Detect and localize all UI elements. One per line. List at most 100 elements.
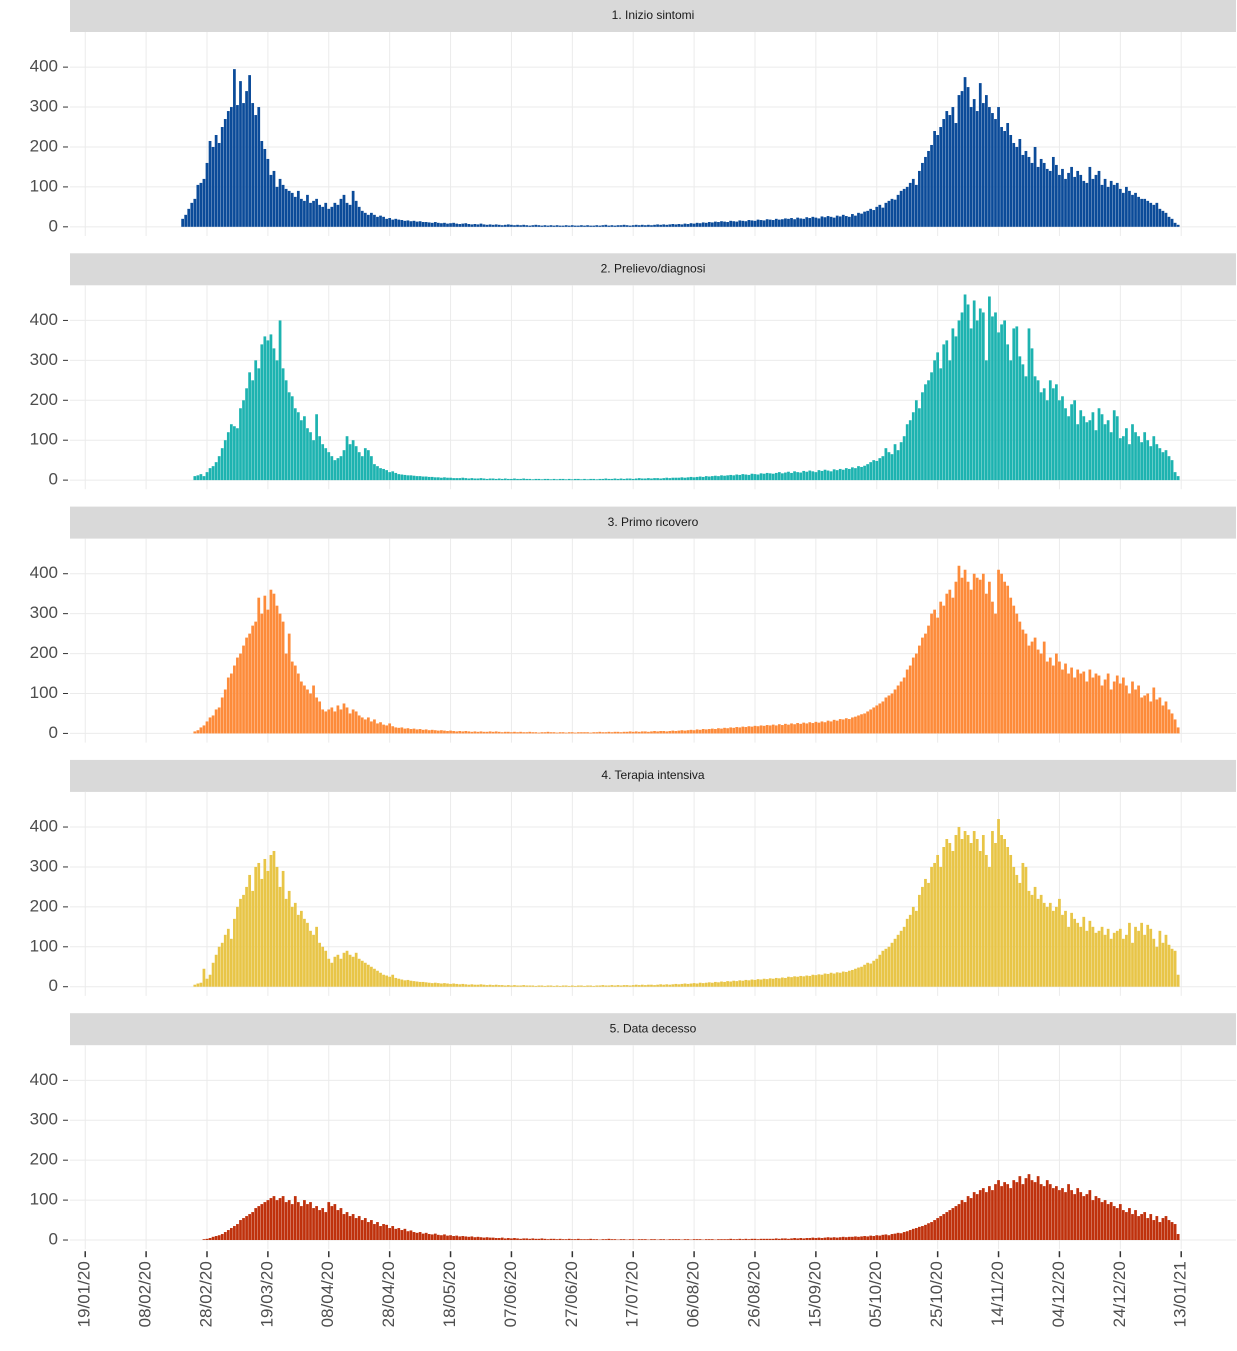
bar <box>202 725 206 734</box>
bar <box>446 731 449 734</box>
bar <box>324 202 328 227</box>
bar <box>650 984 653 987</box>
bar <box>644 478 647 481</box>
bar <box>710 982 714 987</box>
bar <box>494 1238 498 1241</box>
bar <box>945 111 949 227</box>
bar <box>790 1238 793 1241</box>
bar <box>199 474 203 481</box>
bar <box>738 1238 742 1241</box>
bar <box>1003 581 1006 734</box>
bar <box>1061 168 1064 227</box>
bar <box>707 222 711 227</box>
bar <box>914 910 918 987</box>
bar <box>674 477 678 481</box>
bar <box>796 217 799 227</box>
bar <box>281 621 285 734</box>
bar <box>796 1238 799 1241</box>
bar <box>686 983 690 987</box>
bar <box>954 123 958 227</box>
bar <box>607 731 611 734</box>
panel-title: 1. Inizio sintomi <box>612 8 695 22</box>
bar <box>659 731 662 734</box>
bar <box>978 83 982 227</box>
bar <box>802 470 806 481</box>
bar <box>1000 1186 1003 1241</box>
bar <box>692 477 696 481</box>
bar <box>275 1200 279 1241</box>
bar <box>391 219 395 227</box>
bar <box>1030 348 1034 481</box>
bar <box>275 186 279 227</box>
bar <box>309 930 312 987</box>
bar <box>561 985 565 987</box>
bar <box>473 731 477 734</box>
bar <box>823 1237 827 1241</box>
bar <box>881 207 885 227</box>
bar <box>573 985 577 987</box>
bar <box>668 731 672 734</box>
bar <box>312 685 315 734</box>
bar <box>890 1234 894 1241</box>
bar <box>984 854 988 987</box>
bar <box>838 216 842 227</box>
bar <box>318 436 322 481</box>
bar <box>765 472 769 481</box>
bar <box>476 984 480 987</box>
bar <box>567 478 571 481</box>
bar <box>1048 1184 1052 1241</box>
bar <box>589 225 592 227</box>
bar <box>510 732 513 734</box>
bar <box>1070 667 1073 734</box>
bar <box>619 225 623 227</box>
bar <box>266 158 270 227</box>
bar <box>988 866 991 987</box>
bar <box>290 906 294 987</box>
bar <box>290 396 294 481</box>
bar <box>580 985 583 987</box>
bar <box>287 633 291 734</box>
bar <box>1100 414 1104 481</box>
bar <box>942 846 946 987</box>
bar <box>220 127 224 227</box>
bar <box>1067 926 1070 987</box>
bar <box>592 225 596 227</box>
bar <box>290 1204 294 1241</box>
bar <box>650 731 653 734</box>
bar <box>272 348 276 481</box>
bar <box>1024 633 1028 734</box>
bar <box>412 728 416 734</box>
bar <box>586 479 589 481</box>
bar <box>583 478 586 481</box>
bar <box>440 477 443 481</box>
strip <box>70 506 1236 539</box>
bar <box>324 950 328 987</box>
bar <box>1015 874 1019 987</box>
bar <box>373 719 376 734</box>
bar <box>293 1196 297 1241</box>
bar <box>857 212 860 227</box>
bar <box>315 198 318 227</box>
bar <box>735 1239 739 1241</box>
bar <box>1176 224 1180 227</box>
bar <box>440 983 443 987</box>
bar <box>528 985 532 987</box>
bar <box>473 984 477 987</box>
bar <box>272 1196 276 1241</box>
bar <box>363 719 367 734</box>
bar <box>236 428 239 481</box>
strip <box>70 0 1236 32</box>
bar <box>768 1238 772 1241</box>
bar <box>860 213 863 227</box>
bar <box>604 985 608 987</box>
bar <box>829 216 833 227</box>
bar <box>1073 400 1077 481</box>
bar <box>936 617 940 734</box>
x-tick-label: 15/09/20 <box>805 1261 824 1327</box>
bar <box>826 216 830 227</box>
bar <box>723 221 726 227</box>
bar <box>790 977 793 987</box>
bar <box>233 918 236 987</box>
bar <box>342 1214 346 1241</box>
bar <box>312 1208 315 1241</box>
